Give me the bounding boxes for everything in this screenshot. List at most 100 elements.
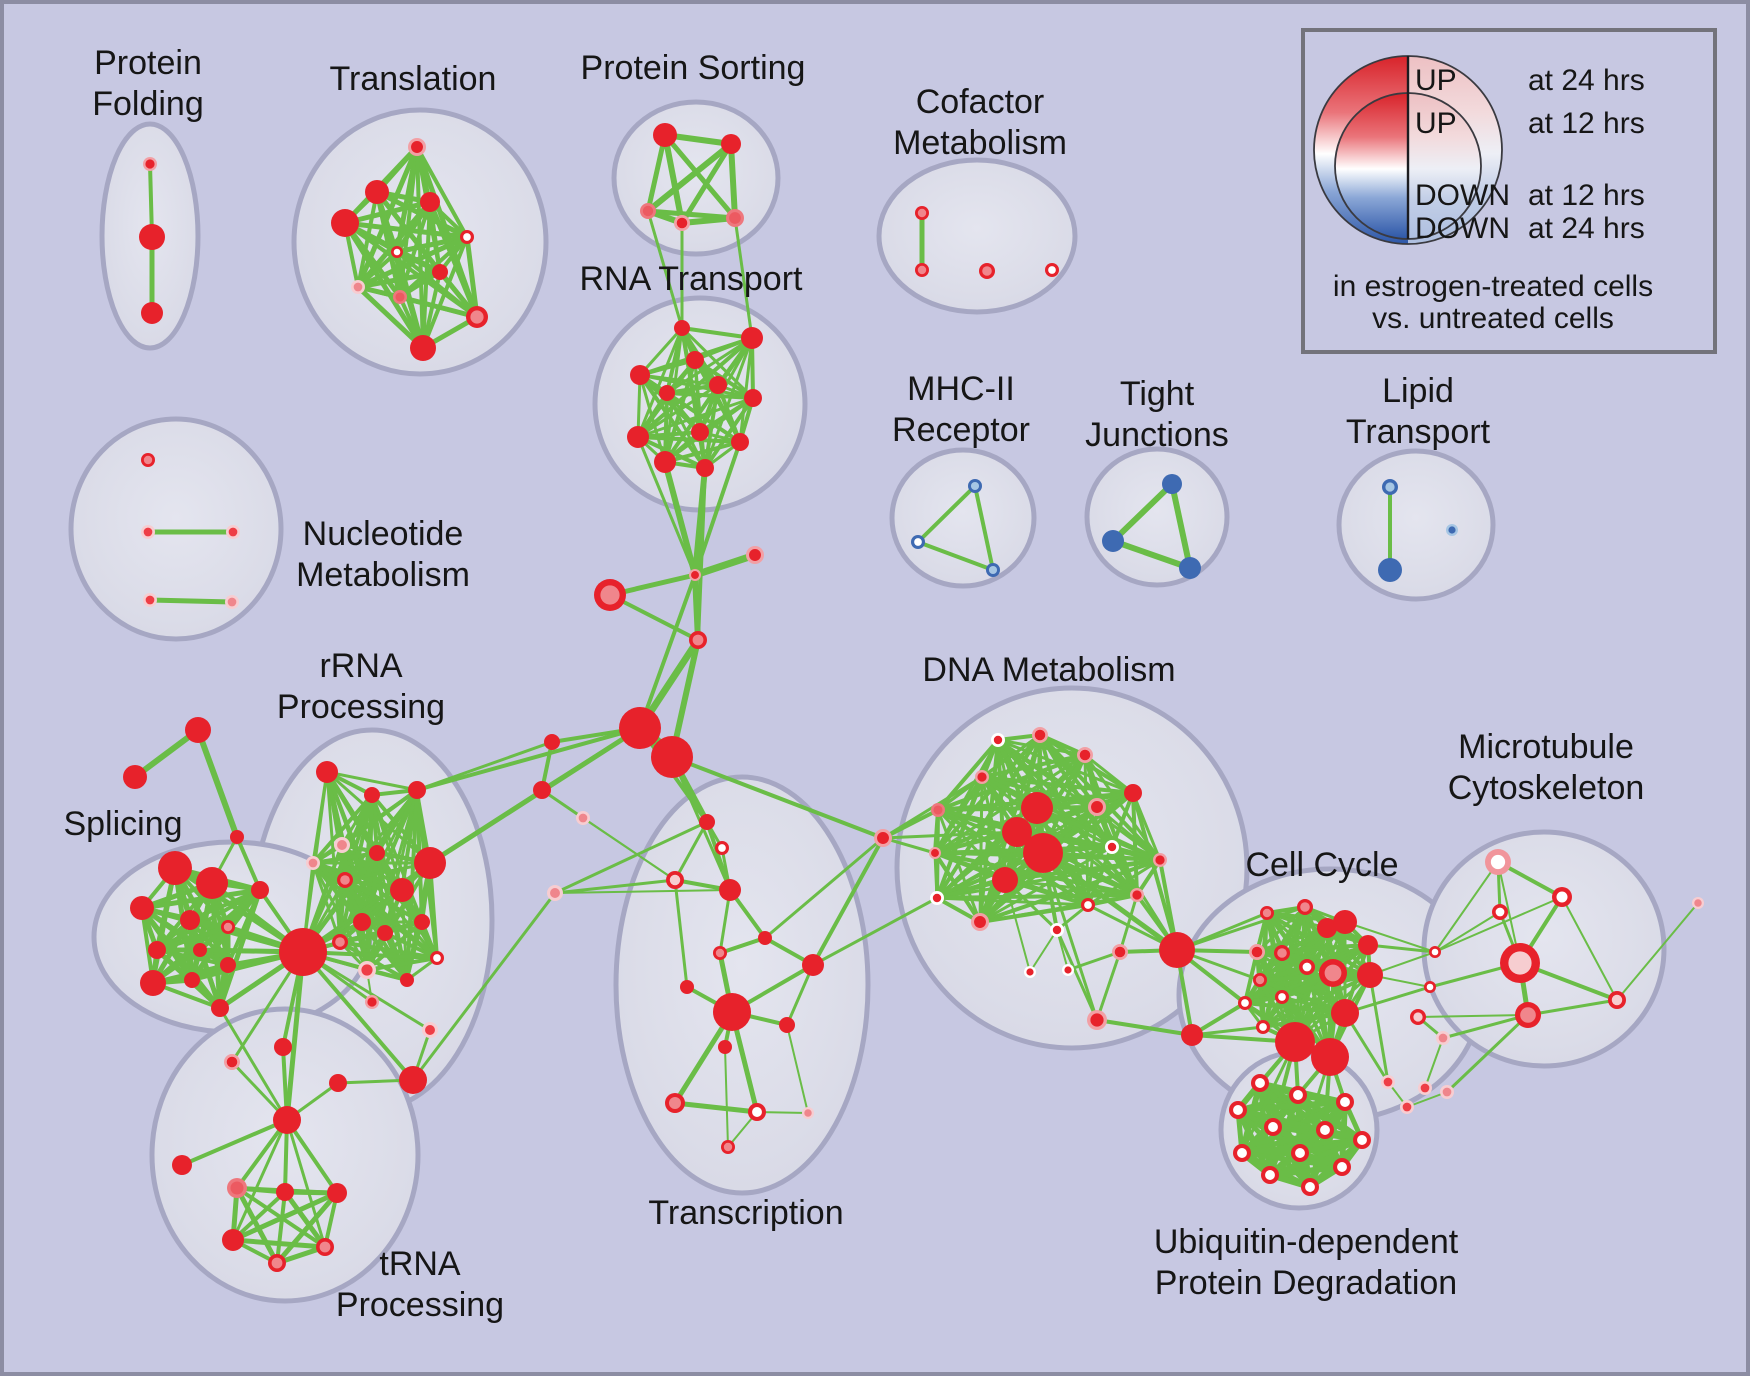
network-node-d10 — [1023, 833, 1063, 873]
network-edge — [662, 459, 698, 578]
network-edge — [231, 1118, 289, 1242]
network-node-x1 — [699, 814, 715, 830]
network-node-center-ch4 — [692, 634, 704, 646]
network-edge — [665, 391, 755, 400]
network-edge — [375, 851, 387, 935]
network-node-center-u8 — [1237, 1148, 1247, 1158]
network-edge — [1190, 1025, 1265, 1037]
network-edge — [980, 775, 1135, 795]
network-edge — [636, 326, 684, 439]
network-node-center-d19 — [1052, 925, 1062, 935]
cluster-label-lipid-transport: Transport — [1346, 413, 1491, 451]
network-node-pf2 — [139, 224, 165, 250]
network-node-rn1 — [674, 320, 690, 336]
network-edge — [1526, 998, 1619, 1017]
network-node-center-r22 — [226, 1056, 238, 1068]
network-node-center-x13 — [752, 1107, 762, 1117]
network-edge — [218, 1006, 289, 1122]
network-edge — [663, 440, 742, 464]
network-node-center-ps4 — [676, 217, 688, 229]
network-node-center-mt8 — [1611, 994, 1623, 1006]
network-node-center-mh1 — [970, 481, 980, 491]
network-node-s10 — [184, 972, 200, 988]
cluster-ellipse-lipid-transport — [1336, 448, 1496, 602]
network-edge — [427, 199, 480, 320]
network-node-center-d23 — [1090, 1013, 1104, 1027]
network-node-x11 — [718, 1040, 732, 1054]
network-node-center-mh3 — [988, 565, 998, 575]
network-edge — [1035, 806, 1162, 862]
network-edge — [1616, 902, 1699, 1001]
network-edge — [1344, 921, 1436, 953]
cluster-ellipse-tight-junctions — [1084, 446, 1230, 588]
network-edge — [147, 597, 235, 605]
cluster-label-cofactor-metabolism: Metabolism — [893, 124, 1067, 162]
cluster-label-nucleotide-metabolism: Metabolism — [296, 556, 470, 594]
network-edge — [1417, 1014, 1529, 1018]
network-edge — [1110, 538, 1193, 571]
network-edge — [1131, 791, 1139, 897]
network-edge — [285, 1118, 339, 1195]
network-edge — [1258, 978, 1347, 1015]
network-edge — [645, 132, 668, 214]
network-node-center-mt1 — [1490, 854, 1506, 870]
network-node-tn1 — [273, 1106, 301, 1134]
network-edge — [1280, 943, 1370, 955]
cluster-label-nucleotide-metabolism: Nucleotide — [303, 515, 464, 553]
network-edge — [1110, 481, 1175, 544]
legend-ring-faded-inner — [1408, 93, 1481, 239]
network-node-center-r17 — [367, 997, 377, 1007]
network-edge — [428, 788, 544, 865]
legend-time-label-3: at 24 hrs — [1528, 212, 1645, 245]
network-node-center-tr1 — [411, 141, 423, 153]
network-edge — [608, 593, 700, 642]
network-edge — [673, 820, 709, 882]
network-node-center-lt1 — [1385, 482, 1395, 492]
network-edge — [180, 1118, 289, 1167]
network-node-center-mt13 — [1694, 899, 1702, 907]
network-node-center-tr10 — [470, 310, 484, 324]
network-node-center-x3 — [669, 874, 681, 886]
network-edge — [234, 1185, 280, 1266]
network-edge — [1258, 973, 1372, 982]
network-node-tr7 — [432, 264, 448, 280]
network-node-r1 — [316, 761, 338, 783]
cluster-label-lipid-transport: Lipid — [1382, 372, 1454, 410]
network-node-center-mt9 — [1413, 1012, 1423, 1022]
network-edge — [394, 234, 470, 255]
network-node-center-pf1 — [145, 159, 155, 169]
network-node-center-r7 — [340, 875, 350, 885]
cluster-label-rna-transport: RNA Transport — [580, 260, 804, 298]
network-edge — [936, 806, 1039, 812]
network-edge — [1066, 950, 1122, 972]
network-node-center-mt12 — [1442, 1087, 1452, 1097]
network-node-center-u5 — [1268, 1122, 1278, 1132]
network-edge — [646, 209, 684, 330]
network-node-center-mt10 — [1438, 1033, 1448, 1043]
network-edge — [365, 956, 439, 972]
network-node-center-tr6 — [393, 248, 401, 256]
network-node-pf3 — [141, 302, 163, 324]
network-node-center-c6 — [1251, 946, 1263, 958]
network-edge — [282, 1189, 328, 1250]
network-edge — [691, 551, 759, 579]
network-edge — [935, 775, 984, 900]
network-edge — [703, 336, 754, 470]
network-node-center-c15 — [1259, 1023, 1267, 1031]
network-node-h3 — [327, 1183, 347, 1203]
network-node-c17 — [1311, 1038, 1349, 1076]
network-node-r6 — [369, 845, 385, 861]
network-node-r2 — [364, 787, 380, 803]
cluster-label-trna-processing: tRNA — [379, 1245, 461, 1283]
network-node-center-tr8 — [353, 282, 363, 292]
network-node-center-u1 — [1255, 1078, 1265, 1088]
network-node-tr4 — [331, 209, 359, 237]
network-node-c3 — [1317, 918, 1337, 938]
network-edge — [274, 1190, 340, 1266]
network-edge — [140, 906, 222, 1010]
network-edge — [415, 740, 554, 792]
network-node-center-r13 — [335, 937, 345, 947]
network-edge — [235, 1118, 289, 1190]
network-edge — [980, 753, 1087, 779]
